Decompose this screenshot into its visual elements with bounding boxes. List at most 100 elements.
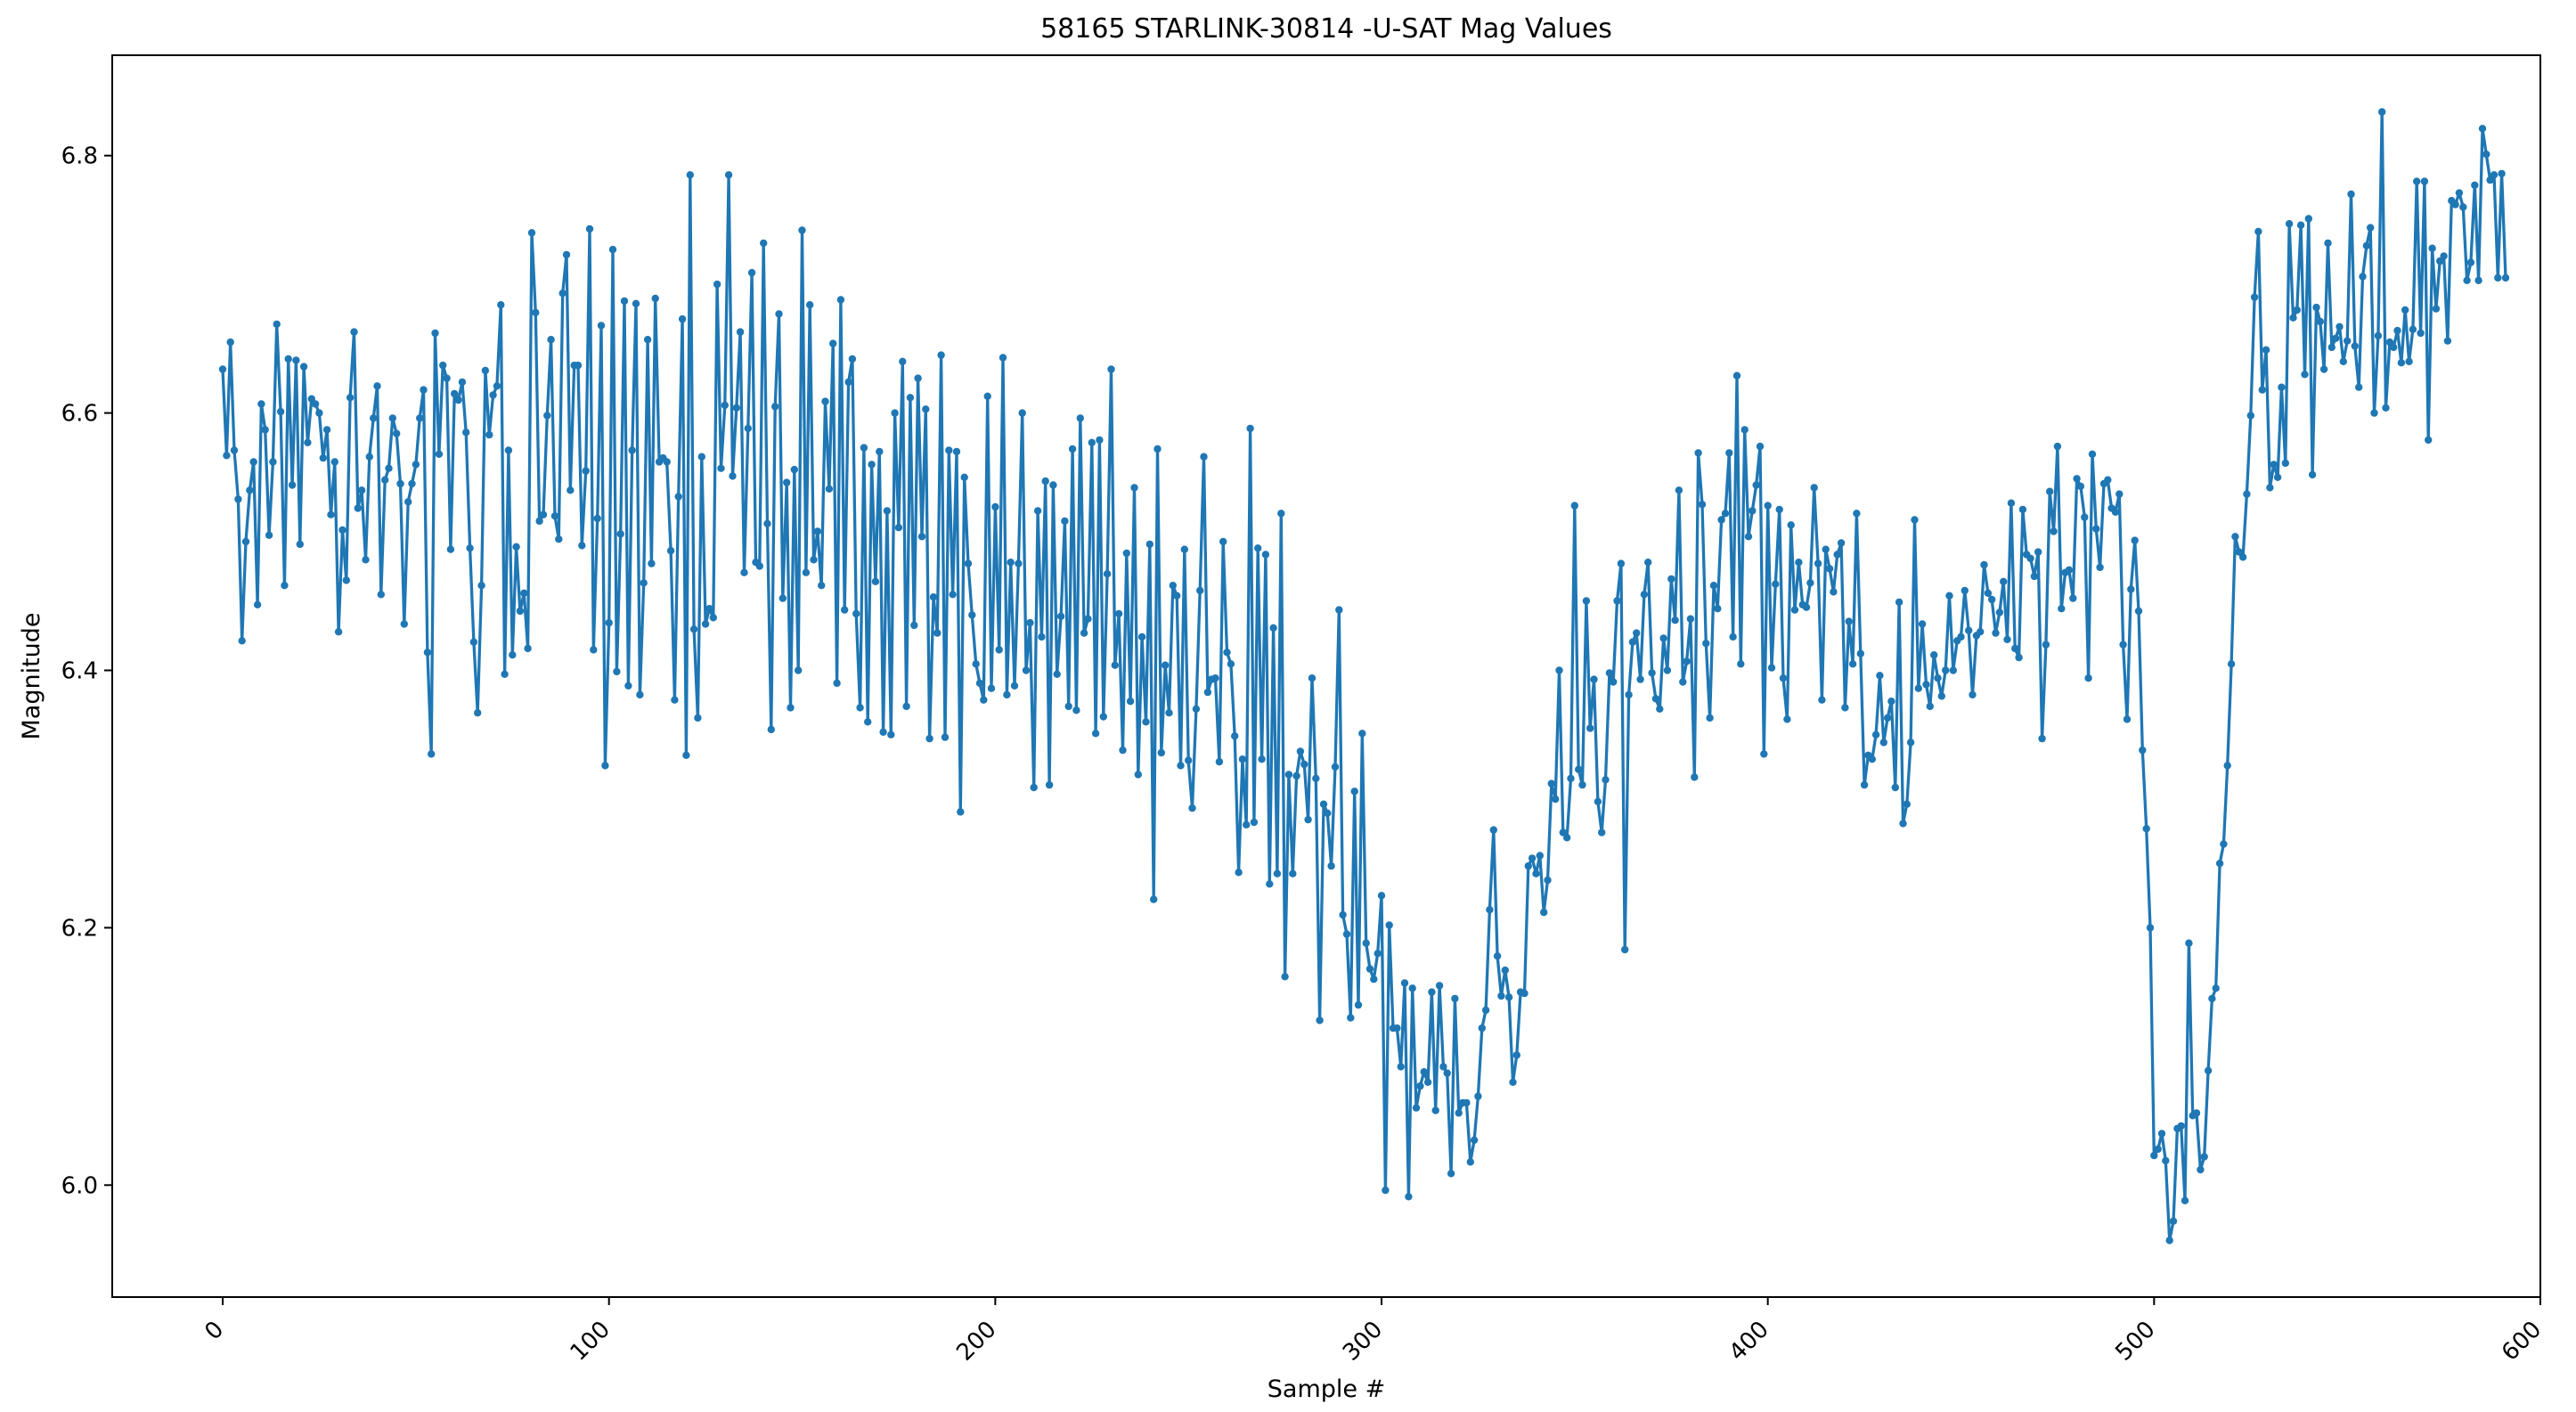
data-point [458,378,467,387]
data-point [2204,1066,2213,1075]
data-point [547,336,555,344]
data-point [2409,325,2417,333]
data-point [1532,869,1540,877]
data-point [705,605,713,613]
data-point [2498,169,2506,178]
data-point [319,453,327,462]
data-point [276,407,285,416]
data-point [1056,612,1065,620]
data-point [605,618,613,627]
data-point [269,458,277,466]
data-point [2123,715,2132,723]
data-point [2397,359,2406,367]
data-point [2324,239,2332,248]
y-tick-label: 6.0 [61,1172,98,1199]
data-point [2482,151,2490,159]
data-point [1969,690,1977,699]
data-point [1300,760,1308,769]
data-point [1312,774,1320,782]
data-point [2050,527,2058,535]
plot-area-frame [111,54,2541,1298]
data-point [1810,484,1818,492]
data-point [238,637,246,645]
data-point [887,730,895,739]
data-point [524,644,532,653]
data-point [701,620,710,628]
data-point [747,268,756,277]
data-point [1451,994,1459,1003]
data-point [810,556,818,564]
data-point [760,239,768,248]
data-point [2169,1217,2178,1226]
data-point [1018,409,1026,417]
data-point [1899,820,1907,828]
data-point [2007,499,2016,507]
data-point [446,545,455,553]
data-point [848,355,857,363]
data-point [1802,603,1811,611]
data-point [1656,705,1664,713]
data-point [543,412,551,420]
data-point [1235,869,1243,877]
data-point [2304,215,2312,223]
data-point [1292,771,1300,780]
data-point [1628,638,1637,646]
data-point [1497,992,1505,1000]
data-point [2053,442,2062,451]
data-point [532,308,540,317]
data-point [451,389,459,398]
data-point [2466,258,2475,266]
data-point [1871,730,1880,739]
data-point [891,409,899,417]
data-point [1942,666,1950,674]
data-point [1493,952,1502,960]
data-point [2042,641,2050,649]
data-point [241,537,250,546]
data-point [261,426,269,434]
data-point [1478,1024,1487,1032]
data-point [1227,660,1235,668]
data-point [516,607,525,616]
data-point [1211,674,1219,682]
data-point [945,446,953,454]
data-point [1068,445,1077,453]
data-point [949,591,957,599]
data-point [342,576,350,584]
data-point [504,446,513,454]
data-point [2390,343,2398,352]
data-point [1830,588,1838,596]
data-point [1180,545,1189,553]
data-point [512,543,520,551]
data-point [574,361,583,370]
data-point [1269,624,1277,632]
data-point [2197,1165,2205,1174]
data-point [2378,108,2386,116]
data-point [1737,660,1745,668]
data-point [590,646,598,654]
data-point [385,464,393,472]
data-point [1324,809,1332,817]
data-point [404,498,412,506]
x-tick-label: 200 [951,1316,1001,1366]
data-point [1010,682,1019,690]
data-point [265,531,273,539]
data-point [1883,714,1892,722]
data-point [689,625,698,633]
data-point [1173,592,1181,600]
data-point [2428,244,2436,252]
data-point [1223,649,1231,657]
data-point [1853,510,1861,518]
data-point [2034,548,2042,556]
data-point [593,514,601,523]
data-point [562,250,571,259]
data-point [2177,1122,2185,1130]
data-point [2119,641,2127,649]
data-point [1416,1081,1424,1090]
data-point [474,709,482,717]
data-point [1706,714,1714,722]
data-point [1111,661,1120,669]
data-point [1289,869,1297,877]
data-point [585,224,594,233]
data-point [2200,1153,2208,1161]
data-point [991,502,999,511]
